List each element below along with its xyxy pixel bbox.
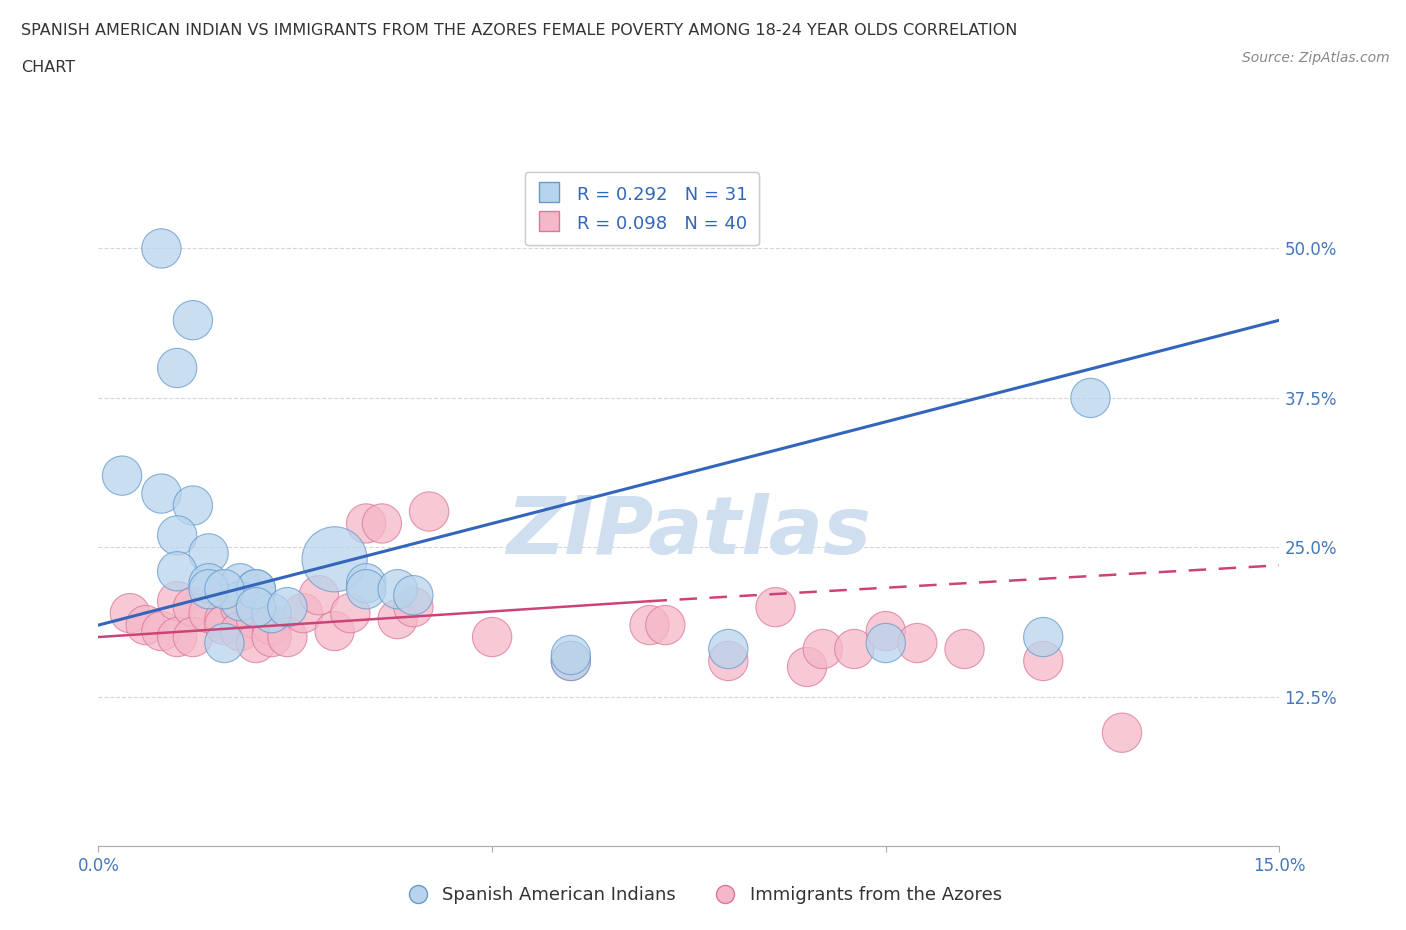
Point bbox=[229, 624, 252, 639]
Point bbox=[323, 624, 346, 639]
Point bbox=[181, 630, 204, 644]
Point bbox=[166, 630, 188, 644]
Point bbox=[481, 630, 503, 644]
Point bbox=[229, 600, 252, 615]
Point bbox=[245, 582, 267, 597]
Point bbox=[387, 582, 409, 597]
Point bbox=[181, 498, 204, 513]
Point bbox=[875, 624, 897, 639]
Point bbox=[323, 551, 346, 566]
Point bbox=[245, 582, 267, 597]
Point bbox=[118, 605, 141, 620]
Point bbox=[765, 600, 787, 615]
Point bbox=[214, 618, 236, 632]
Point bbox=[308, 588, 330, 603]
Point bbox=[905, 635, 928, 650]
Point bbox=[418, 504, 440, 519]
Point bbox=[197, 605, 219, 620]
Point bbox=[166, 361, 188, 376]
Point bbox=[844, 642, 866, 657]
Point bbox=[1032, 654, 1054, 669]
Point bbox=[111, 468, 134, 483]
Point bbox=[150, 624, 173, 639]
Point bbox=[560, 647, 582, 662]
Point bbox=[260, 630, 283, 644]
Point bbox=[1080, 391, 1102, 405]
Point bbox=[197, 576, 219, 591]
Point bbox=[214, 582, 236, 597]
Point bbox=[717, 654, 740, 669]
Point bbox=[166, 528, 188, 543]
Point bbox=[229, 593, 252, 608]
Point bbox=[276, 630, 298, 644]
Text: Source: ZipAtlas.com: Source: ZipAtlas.com bbox=[1241, 51, 1389, 65]
Point bbox=[387, 612, 409, 627]
Point bbox=[181, 312, 204, 327]
Point bbox=[1111, 725, 1133, 740]
Point bbox=[560, 654, 582, 669]
Text: SPANISH AMERICAN INDIAN VS IMMIGRANTS FROM THE AZORES FEMALE POVERTY AMONG 18-24: SPANISH AMERICAN INDIAN VS IMMIGRANTS FR… bbox=[21, 23, 1018, 38]
Text: ZIPatlas: ZIPatlas bbox=[506, 493, 872, 571]
Point bbox=[150, 241, 173, 256]
Point bbox=[654, 618, 676, 632]
Point bbox=[260, 605, 283, 620]
Point bbox=[245, 600, 267, 615]
Text: CHART: CHART bbox=[21, 60, 75, 75]
Point bbox=[1032, 630, 1054, 644]
Point bbox=[197, 546, 219, 561]
Point bbox=[811, 642, 834, 657]
Point bbox=[402, 600, 425, 615]
Point bbox=[135, 618, 157, 632]
Point bbox=[276, 600, 298, 615]
Point bbox=[166, 564, 188, 578]
Point bbox=[339, 605, 361, 620]
Point bbox=[166, 593, 188, 608]
Point bbox=[638, 618, 661, 632]
Point bbox=[875, 635, 897, 650]
Point bbox=[181, 600, 204, 615]
Legend: R = 0.292   N = 31, R = 0.098   N = 40: R = 0.292 N = 31, R = 0.098 N = 40 bbox=[524, 172, 759, 246]
Point bbox=[214, 612, 236, 627]
Point bbox=[560, 654, 582, 669]
Point bbox=[354, 582, 377, 597]
Point bbox=[796, 659, 818, 674]
Point bbox=[260, 618, 283, 632]
Point bbox=[197, 582, 219, 597]
Point bbox=[717, 642, 740, 657]
Point bbox=[245, 612, 267, 627]
Point bbox=[214, 635, 236, 650]
Point bbox=[229, 576, 252, 591]
Point bbox=[245, 635, 267, 650]
Point bbox=[953, 642, 976, 657]
Point bbox=[150, 486, 173, 501]
Legend: Spanish American Indians, Immigrants from the Azores: Spanish American Indians, Immigrants fro… bbox=[396, 879, 1010, 911]
Point bbox=[371, 516, 394, 531]
Point bbox=[292, 605, 315, 620]
Point bbox=[354, 516, 377, 531]
Point bbox=[354, 576, 377, 591]
Point bbox=[402, 588, 425, 603]
